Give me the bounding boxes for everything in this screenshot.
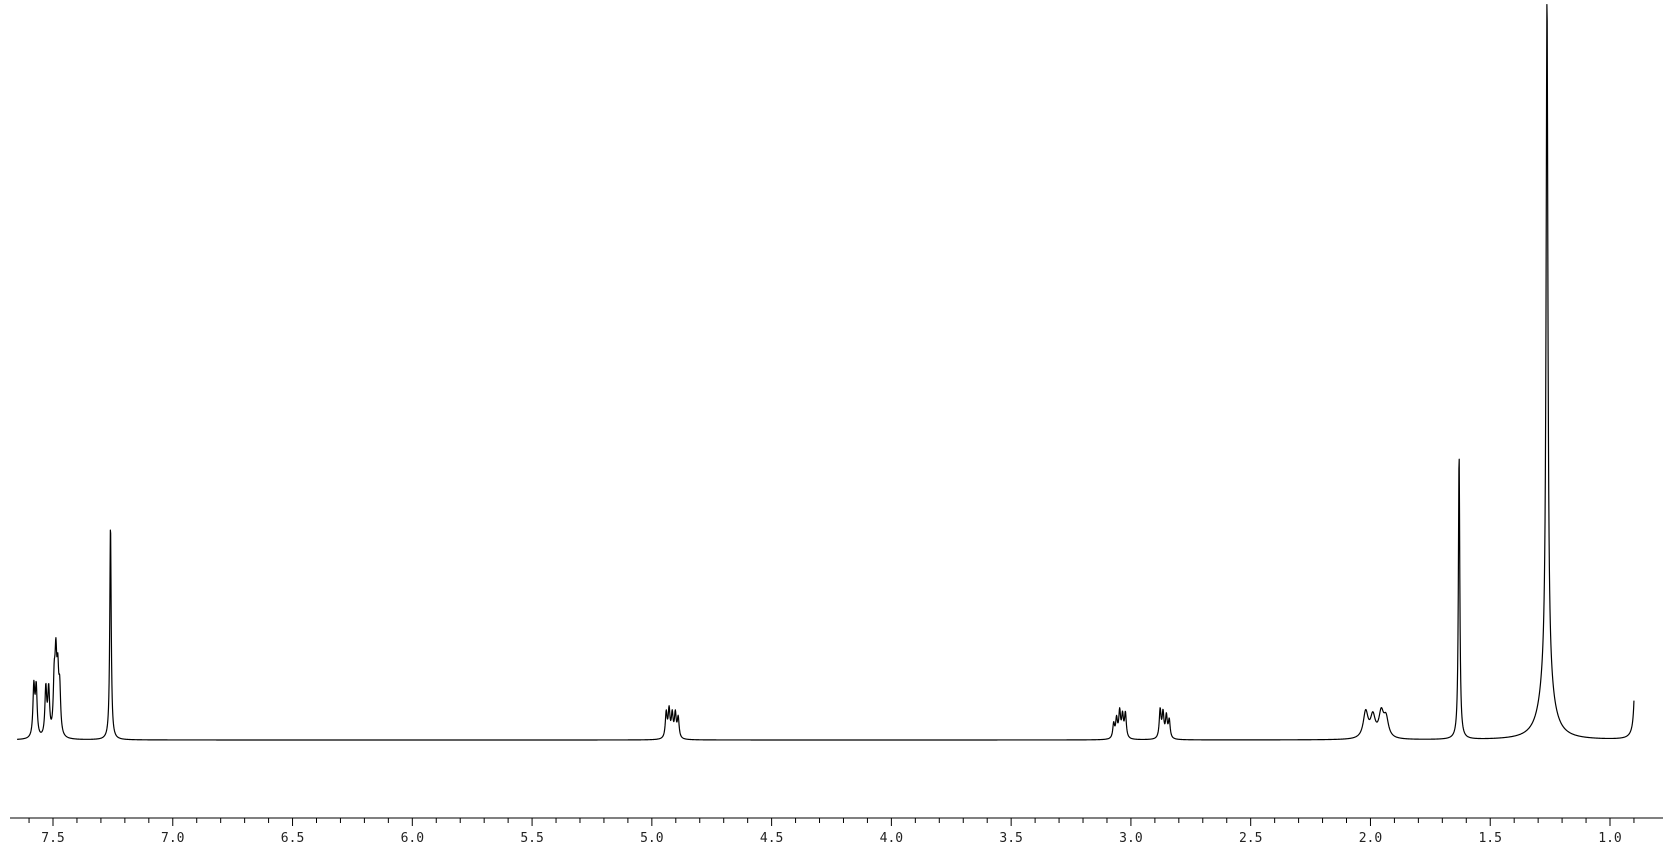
x-tick-label: 3.5	[999, 831, 1022, 846]
x-tick-label: 4.5	[760, 831, 783, 846]
x-tick-label: 7.5	[41, 831, 64, 846]
x-tick-label: 4.0	[880, 831, 903, 846]
x-tick-label: 6.0	[401, 831, 424, 846]
x-tick-label: 1.5	[1478, 831, 1501, 846]
x-tick-label: 1.0	[1598, 831, 1621, 846]
x-axis-ticks	[28, 818, 1635, 826]
x-tick-label: 7.0	[161, 831, 184, 846]
x-tick-label: 3.0	[1119, 831, 1142, 846]
x-axis-tick-labels: 7.5 7.0 6.5 6.0 5.5 5.0 4.5 4.0 3.5 3.0 2.5 2.0 1.5 1…	[41, 831, 1621, 846]
spectrum-trace	[16, 3, 1635, 741]
x-tick-label: 5.0	[640, 831, 663, 846]
x-tick-label: 5.5	[520, 831, 543, 846]
x-tick-label: 6.5	[281, 831, 304, 846]
x-tick-label: 2.0	[1359, 831, 1382, 846]
x-tick-label: 2.5	[1239, 831, 1262, 846]
